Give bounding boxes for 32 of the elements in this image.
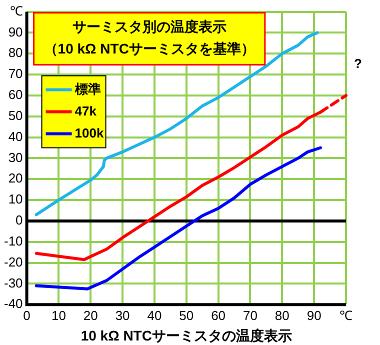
x-axis-title: 10 kΩ NTCサーミスタの温度表示 bbox=[80, 327, 292, 344]
y-tick-label: 20 bbox=[8, 170, 23, 186]
y-tick-label: -30 bbox=[4, 275, 23, 290]
x-tick-label: 40 bbox=[147, 308, 162, 323]
x-tick-label: 80 bbox=[274, 308, 290, 323]
x-tick-label: 60 bbox=[211, 308, 226, 323]
legend-label: 標準 bbox=[74, 81, 101, 96]
y-tick-label: -20 bbox=[4, 254, 23, 270]
y-tick-label: -10 bbox=[4, 233, 23, 248]
y-tick-label: 60 bbox=[8, 87, 23, 102]
y-tick-label: 90 bbox=[8, 24, 23, 40]
text: サーミスタ別の温度表示 bbox=[72, 18, 226, 35]
x-tick-label: 50 bbox=[179, 308, 194, 323]
legend-label: 47k bbox=[74, 103, 98, 118]
x-tick-label: 70 bbox=[243, 308, 258, 323]
y-tick-label: 80 bbox=[8, 45, 23, 60]
x-tick-label: ℃ bbox=[340, 308, 352, 323]
x-tick-label: 10 bbox=[51, 308, 66, 323]
text: ? bbox=[354, 56, 362, 72]
text: （10 kΩ NTCサーミスタを基準） bbox=[44, 40, 255, 57]
y-tick-label: ℃ bbox=[10, 3, 23, 18]
y-tick-label: -40 bbox=[4, 296, 23, 312]
x-tick-label: 30 bbox=[115, 308, 130, 323]
y-tick-label: 70 bbox=[8, 66, 23, 82]
y-tick-label: 0 bbox=[16, 212, 23, 228]
x-tick-label: 90 bbox=[306, 308, 322, 323]
y-tick-label: 30 bbox=[8, 150, 23, 165]
y-tick-label: 50 bbox=[8, 108, 23, 123]
legend-label: 100k bbox=[74, 125, 104, 140]
y-tick-label: 40 bbox=[8, 128, 23, 144]
y-tick-label: 10 bbox=[8, 192, 23, 207]
x-tick-label: 20 bbox=[83, 308, 98, 323]
